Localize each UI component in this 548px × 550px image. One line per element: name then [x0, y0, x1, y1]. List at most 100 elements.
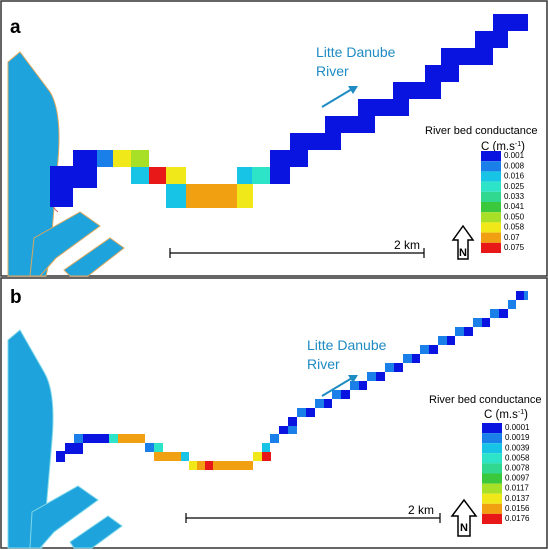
legend-value: 0.008 — [504, 161, 525, 170]
conductance-cell — [441, 48, 459, 82]
conductance-cell — [166, 184, 186, 208]
legend-swatch — [482, 423, 502, 434]
conductance-cell — [455, 327, 464, 336]
conductance-cell — [341, 116, 358, 133]
conductance-cell — [109, 434, 118, 443]
conductance-cell — [73, 150, 97, 188]
conductance-cell — [393, 82, 409, 116]
river-label-b-line1: Litte Danube — [307, 337, 387, 353]
danube-main-channel-b — [7, 329, 123, 549]
legend-value: 0.0117 — [505, 484, 529, 493]
conductance-cell — [113, 150, 131, 167]
legend-swatch — [482, 493, 502, 504]
conductance-cell — [197, 461, 205, 470]
legend-swatch — [481, 151, 501, 162]
conductance-cell — [367, 372, 376, 381]
conductance-cell — [315, 399, 324, 408]
legend-value: 0.0001 — [505, 423, 530, 432]
conductance-cell — [508, 300, 516, 309]
conductance-cell — [253, 452, 262, 461]
legend-swatch — [481, 191, 501, 202]
legend-swatch — [482, 453, 502, 464]
conductance-cell — [145, 443, 154, 452]
conductance-cell — [524, 291, 528, 300]
legend-unit-a: C (m.s-1) — [481, 141, 525, 153]
conductance-cell — [154, 452, 163, 461]
conductance-cell — [508, 14, 524, 31]
conductance-cell — [83, 434, 92, 443]
scale-bar-b: 2 km — [185, 503, 441, 523]
conductance-cell — [229, 461, 237, 470]
panel-label-b: b — [10, 287, 22, 308]
conductance-cell — [523, 14, 528, 31]
conductance-cell — [136, 434, 145, 443]
legend-title-a: River bed conductance — [425, 125, 538, 137]
conductance-cell — [324, 399, 332, 408]
conductance-cell — [359, 381, 367, 390]
conductance-cell — [50, 166, 73, 207]
legend-value: 0.033 — [504, 192, 525, 201]
conductance-cell — [118, 434, 127, 443]
legend-value: 0.041 — [504, 202, 525, 211]
flow-arrow-icon — [321, 375, 358, 397]
legend-swatch — [481, 202, 501, 213]
legend-swatch — [482, 473, 502, 484]
conductance-cell — [205, 461, 213, 470]
legend-value: 0.0058 — [505, 453, 530, 462]
conductance-cell — [464, 327, 473, 336]
panel-label-a: a — [10, 17, 21, 38]
legend-swatch — [482, 433, 502, 444]
conductance-cell — [438, 336, 447, 345]
legend-unit-b: C (m.s-1) — [484, 409, 528, 421]
conductance-cells-a — [50, 14, 528, 208]
legend-title-b: River bed conductance — [429, 394, 542, 406]
river-label-b-line2: River — [307, 356, 340, 372]
conductance-cell — [65, 443, 74, 454]
conductance-cell — [163, 452, 172, 461]
legend-swatch — [482, 463, 502, 474]
legend-a: River bed conductance C (m.s-1) 0.0010.0… — [425, 125, 538, 253]
panel-a: a Litte Danube River River bed conductan… — [0, 0, 548, 277]
scale-label-b: 2 km — [408, 503, 434, 517]
flow-arrow-icon — [321, 86, 358, 108]
conductance-cell — [270, 434, 279, 443]
scale-label-a: 2 km — [394, 238, 420, 252]
legend-value: 0.0039 — [505, 443, 530, 452]
legend-swatch — [481, 181, 501, 192]
legend-value: 0.0137 — [505, 494, 530, 503]
conductance-cell — [172, 452, 181, 461]
conductance-cell — [306, 408, 315, 417]
conductance-cell — [297, 408, 306, 417]
conductance-cell — [186, 184, 203, 208]
conductance-cell — [181, 452, 189, 461]
conductance-cell — [325, 116, 341, 150]
legend-swatch — [482, 443, 502, 454]
conductance-cell — [203, 184, 220, 208]
conductance-cell — [482, 318, 490, 327]
legend-value: 0.07 — [504, 233, 520, 242]
conductance-cell — [409, 82, 425, 99]
conductance-cell — [459, 48, 477, 65]
conductance-cell — [166, 167, 186, 184]
conductance-cell — [429, 345, 438, 354]
conductance-cell — [403, 354, 412, 363]
legend-swatch — [481, 232, 501, 243]
conductance-cell — [290, 133, 308, 167]
conductance-cell — [56, 451, 65, 462]
north-arrow-icon: N — [450, 498, 478, 537]
conductance-cell — [308, 133, 325, 150]
conductance-cell — [473, 318, 482, 327]
conductance-cell — [74, 434, 83, 443]
conductance-cell — [279, 426, 288, 434]
conductance-cell — [475, 31, 493, 65]
legend-swatch — [482, 483, 502, 494]
conductance-cell — [493, 14, 508, 48]
conductance-cell — [97, 150, 113, 167]
conductance-cell — [154, 443, 163, 452]
river-label-a-line1: Litte Danube — [316, 44, 396, 60]
conductance-cell — [131, 167, 149, 184]
legend-value: 0.0156 — [505, 504, 530, 513]
conductance-cell — [499, 309, 508, 318]
